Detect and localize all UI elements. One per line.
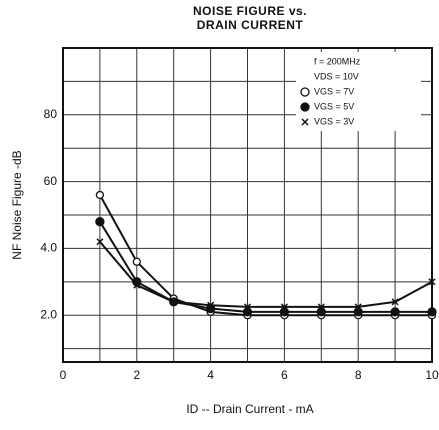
- x-tick-label: 0: [60, 368, 67, 382]
- marker: [390, 307, 400, 317]
- legend-label: VGS = 5V: [314, 101, 354, 111]
- y-tick-label: 60: [44, 174, 58, 188]
- marker: [280, 303, 288, 311]
- legend-marker: [300, 102, 310, 112]
- marker: [133, 281, 141, 289]
- marker: [95, 190, 105, 200]
- chart-title: NOISE FIGURE vs.: [193, 4, 307, 18]
- chart-subtitle: DRAIN CURRENT: [197, 18, 304, 32]
- marker: [428, 278, 436, 286]
- x-tick-label: 8: [355, 368, 362, 382]
- legend-label: VGS = 3V: [314, 116, 354, 126]
- y-axis-label: NF Noise Figure -dB: [10, 150, 24, 259]
- plot-frame: [62, 47, 433, 363]
- y-tick-label: 2.0: [40, 307, 57, 321]
- series-line: [99, 194, 432, 317]
- series-line: [99, 221, 432, 313]
- marker: [354, 303, 362, 311]
- x-tick-label: 4: [207, 368, 214, 382]
- x-tick-label: 10: [425, 368, 439, 382]
- marker: [132, 257, 141, 266]
- marker: [243, 303, 252, 311]
- marker: [317, 303, 325, 311]
- series-line: [99, 241, 433, 308]
- y-tick-label: 80: [44, 107, 58, 121]
- legend-box: [296, 52, 421, 131]
- marker: [391, 298, 399, 306]
- x-tick-label: 2: [133, 368, 140, 382]
- marker: [427, 307, 437, 317]
- marker: [207, 301, 215, 309]
- y-tick-label: 4.0: [40, 241, 57, 255]
- annotation: VDS = 10V: [314, 71, 359, 81]
- marker: [170, 298, 178, 306]
- x-axis-label: ID -- Drain Current - mA: [186, 402, 313, 416]
- legend-label: VGS = 7V: [314, 86, 354, 96]
- marker: [96, 238, 104, 246]
- annotation: f = 200MHz: [314, 56, 361, 66]
- legend-marker: [301, 118, 309, 126]
- x-tick-label: 6: [281, 368, 288, 382]
- legend-marker: [300, 87, 310, 97]
- marker: [95, 217, 105, 227]
